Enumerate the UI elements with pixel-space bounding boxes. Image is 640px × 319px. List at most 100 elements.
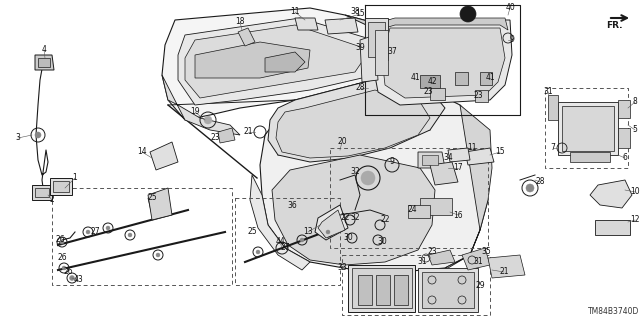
Text: 26: 26 [55,235,65,244]
Text: 32: 32 [350,213,360,222]
Text: 1: 1 [72,174,77,182]
Polygon shape [475,90,488,102]
Polygon shape [35,55,54,70]
Text: 12: 12 [630,216,640,225]
Text: 23: 23 [473,91,483,100]
Polygon shape [418,268,478,312]
Text: 31: 31 [417,257,427,266]
Text: 31: 31 [473,257,483,266]
Polygon shape [238,28,255,46]
Text: 7: 7 [550,144,556,152]
Text: 22: 22 [380,216,390,225]
Text: 23: 23 [427,248,437,256]
Polygon shape [150,142,178,170]
Text: 33: 33 [337,263,347,272]
Text: 28: 28 [355,84,365,93]
Polygon shape [590,180,632,208]
Text: 31: 31 [543,87,553,97]
Text: 39: 39 [355,43,365,53]
Polygon shape [394,275,408,305]
Circle shape [60,240,64,244]
Text: 22: 22 [340,213,349,222]
Polygon shape [162,75,240,135]
Text: 6: 6 [623,153,627,162]
Text: 29: 29 [475,280,485,290]
Polygon shape [276,90,430,158]
Text: TM84B3740D: TM84B3740D [588,308,639,316]
Polygon shape [148,195,165,215]
Polygon shape [345,15,430,110]
Circle shape [70,276,74,280]
Text: 21: 21 [499,268,509,277]
Polygon shape [445,105,492,268]
Polygon shape [455,72,468,85]
Text: 32: 32 [350,167,360,176]
Text: 37: 37 [387,48,397,56]
Text: 25: 25 [147,194,157,203]
Circle shape [86,230,90,234]
Circle shape [62,266,66,270]
Polygon shape [408,205,430,218]
Text: 36: 36 [287,201,297,210]
Polygon shape [418,152,445,168]
Text: 38: 38 [350,8,360,17]
Polygon shape [488,255,525,278]
Text: 14: 14 [137,147,147,157]
Text: 26: 26 [63,268,73,277]
Polygon shape [32,185,52,200]
Text: 13: 13 [303,227,313,236]
Text: 18: 18 [236,18,244,26]
Text: 28: 28 [535,177,545,187]
Polygon shape [260,78,490,272]
Polygon shape [558,102,618,155]
Polygon shape [185,25,370,98]
Text: 11: 11 [291,8,300,17]
Polygon shape [570,152,610,162]
Text: 11: 11 [467,144,477,152]
Polygon shape [382,28,505,98]
Polygon shape [352,268,412,308]
Polygon shape [562,106,614,151]
Polygon shape [618,100,630,118]
Polygon shape [372,20,512,105]
Polygon shape [38,58,50,67]
Text: 23: 23 [210,133,220,143]
Polygon shape [365,18,388,60]
Circle shape [106,226,110,230]
Polygon shape [595,220,630,235]
Text: 35: 35 [481,248,491,256]
Polygon shape [265,52,305,72]
Polygon shape [53,181,69,192]
Circle shape [300,238,304,242]
Text: 15: 15 [355,10,365,19]
Polygon shape [465,148,494,165]
Polygon shape [462,248,490,270]
Polygon shape [430,88,445,100]
Circle shape [256,250,260,254]
Text: 43: 43 [73,276,83,285]
Text: 4: 4 [42,46,47,55]
Text: 25: 25 [247,227,257,236]
Polygon shape [422,272,474,308]
Polygon shape [420,198,452,215]
Polygon shape [422,155,438,165]
Text: 20: 20 [337,137,347,146]
Circle shape [35,132,41,138]
Polygon shape [162,8,430,120]
Polygon shape [325,18,358,34]
Text: 10: 10 [630,188,640,197]
Text: 16: 16 [453,211,463,219]
Polygon shape [250,175,310,270]
Text: 2: 2 [50,196,54,204]
Polygon shape [375,30,388,75]
Polygon shape [430,162,458,185]
Circle shape [361,171,375,185]
Text: 19: 19 [190,108,200,116]
Polygon shape [35,188,49,197]
Polygon shape [195,42,310,78]
Text: 24: 24 [407,205,417,214]
Text: 17: 17 [453,164,463,173]
Circle shape [128,233,132,237]
Text: 27: 27 [90,227,100,236]
Polygon shape [385,18,508,30]
